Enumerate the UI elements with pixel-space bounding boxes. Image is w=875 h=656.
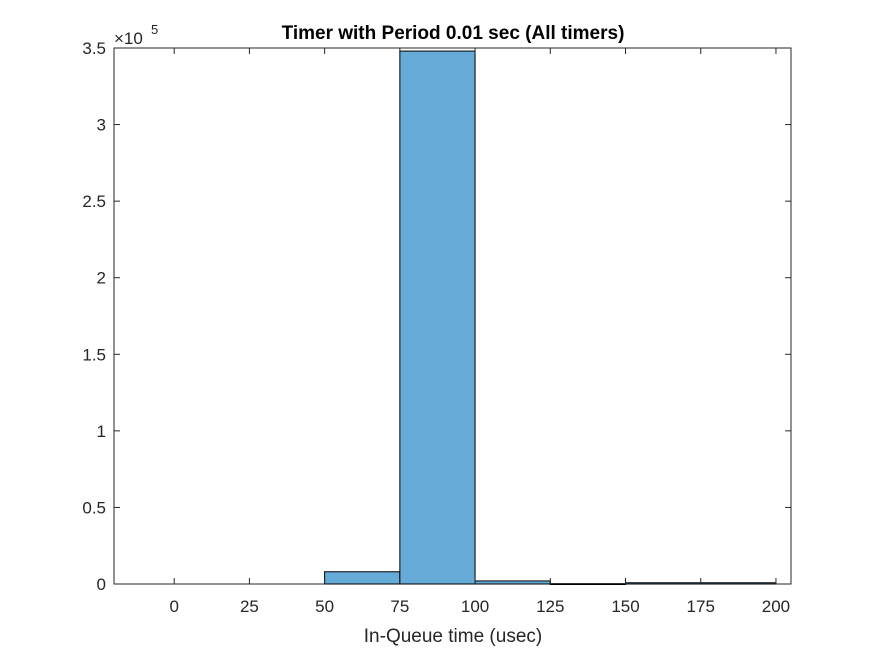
x-tick-label: 175 xyxy=(687,597,715,616)
y-tick-label: 2.5 xyxy=(82,192,106,211)
y-tick-label: 0 xyxy=(97,575,106,594)
histogram-bar xyxy=(625,582,702,585)
y-tick-label: 0.5 xyxy=(82,498,106,517)
histogram-bar xyxy=(399,50,476,585)
y-exponent-base: ×10 xyxy=(114,29,143,48)
x-tick-label: 150 xyxy=(611,597,639,616)
histogram-bar xyxy=(474,580,551,585)
x-tick-label: 0 xyxy=(169,597,178,616)
x-axis-ticks: 0 25 50 75 100 125 150 175 200 xyxy=(169,48,790,616)
x-tick-label: 25 xyxy=(240,597,259,616)
histogram-bar xyxy=(549,583,627,585)
y-tick-label: 2 xyxy=(97,269,106,288)
y-axis-ticks: 0 0.5 1 1.5 2 2.5 3 3.5 xyxy=(82,39,791,594)
y-exponent-power: 5 xyxy=(151,22,158,37)
chart-title: Timer with Period 0.01 sec (All timers) xyxy=(282,23,625,44)
y-tick-label: 1 xyxy=(97,422,106,441)
x-tick-label: 125 xyxy=(536,597,564,616)
x-axis-label: In-Queue time (usec) xyxy=(364,626,542,647)
y-tick-label: 3.5 xyxy=(82,39,106,58)
y-tick-label: 3 xyxy=(97,116,106,135)
histogram-bar xyxy=(700,582,777,585)
x-tick-label: 200 xyxy=(762,597,790,616)
histogram-bar xyxy=(324,571,401,585)
x-tick-label: 100 xyxy=(461,597,489,616)
x-tick-label: 75 xyxy=(390,597,409,616)
y-tick-label: 1.5 xyxy=(82,345,106,364)
x-tick-label: 50 xyxy=(315,597,334,616)
